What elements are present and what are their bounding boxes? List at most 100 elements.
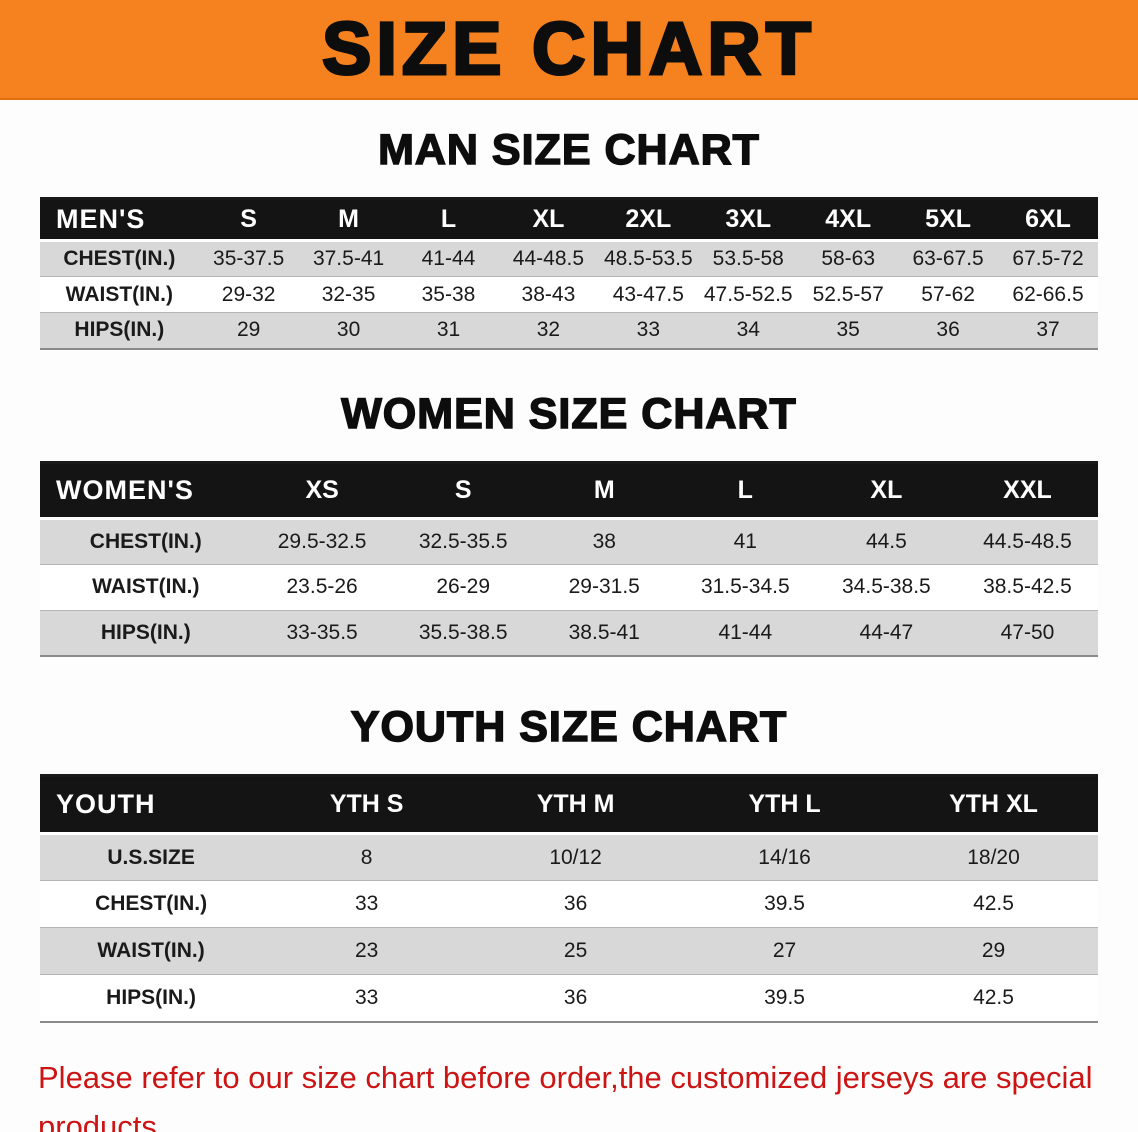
size-column-header: S [198, 198, 299, 242]
size-value: 25 [471, 927, 681, 975]
size-value: 34 [698, 312, 799, 349]
size-value: 37 [998, 312, 1098, 349]
size-column-header: 3XL [698, 198, 799, 242]
row-label: HIPS(IN.) [40, 610, 252, 657]
mens-size-table: MEN'S S M L XL 2XL 3XL 4XL 5XL 6XL CHEST(IN.) 35-37… [40, 197, 1098, 350]
size-value: 30 [298, 312, 399, 349]
womens-section: WOMEN SIZE CHART WOMEN'S XS S M L XL XXL CHEST(… [0, 389, 1138, 657]
disclaimer-text: Please refer to our size chart before or… [0, 1053, 1138, 1132]
size-value: 32.5-35.5 [392, 518, 534, 565]
size-value: 44-48.5 [498, 240, 599, 277]
size-value: 34.5-38.5 [815, 564, 957, 611]
size-column-header: L [398, 198, 499, 242]
size-value: 31 [398, 312, 499, 349]
row-label: HIPS(IN.) [40, 974, 263, 1022]
row-label: U.S.SIZE [40, 833, 263, 881]
size-value: 62-66.5 [998, 276, 1098, 313]
size-value: 58-63 [798, 240, 899, 277]
size-value: 38 [533, 518, 675, 565]
size-value: 36 [898, 312, 999, 349]
table-row: HIPS(IN.) 29 30 31 32 33 34 35 36 37 [40, 312, 1098, 349]
size-value: 23.5-26 [251, 564, 393, 611]
womens-size-table: WOMEN'S XS S M L XL XXL CHEST(IN.) 29.5-32.5 32.5… [40, 460, 1098, 657]
table-group-label: WOMEN'S [40, 462, 252, 520]
row-label: WAIST(IN.) [40, 927, 263, 975]
womens-chart-heading: WOMEN SIZE CHART [340, 389, 797, 439]
size-value: 32-35 [298, 276, 399, 313]
size-value: 41-44 [674, 610, 816, 657]
size-value: 35 [798, 312, 899, 349]
size-value: 44.5-48.5 [956, 518, 1098, 565]
size-value: 42.5 [889, 880, 1098, 928]
size-value: 67.5-72 [998, 240, 1098, 277]
size-column-header: S [392, 462, 534, 520]
table-row: U.S.SIZE 8 10/12 14/16 18/20 [40, 833, 1098, 881]
size-value: 63-67.5 [898, 240, 999, 277]
size-value: 42.5 [889, 974, 1098, 1022]
size-chart-banner: SIZE CHART [0, 0, 1138, 100]
table-row: WAIST(IN.) 29-32 32-35 35-38 38-43 43-47.5 47.… [40, 276, 1098, 313]
size-value: 52.5-57 [798, 276, 899, 313]
row-label: HIPS(IN.) [40, 312, 199, 349]
row-label: WAIST(IN.) [40, 276, 199, 313]
size-column-header: XXL [956, 462, 1098, 520]
size-column-header: M [298, 198, 399, 242]
size-value: 48.5-53.5 [598, 240, 699, 277]
row-label: CHEST(IN.) [40, 240, 199, 277]
table-group-label: MEN'S [40, 198, 199, 242]
size-value: 8 [262, 833, 472, 881]
size-value: 23 [262, 927, 472, 975]
size-value: 18/20 [889, 833, 1098, 881]
size-value: 39.5 [680, 974, 890, 1022]
size-value: 33 [262, 974, 472, 1022]
size-value: 44.5 [815, 518, 957, 565]
youth-size-table: YOUTH YTH S YTH M YTH L YTH XL U.S.SIZE 8 10/12… [40, 774, 1098, 1023]
table-header-row: MEN'S S M L XL 2XL 3XL 4XL 5XL 6XL [40, 198, 1098, 242]
size-column-header: XS [251, 462, 393, 520]
mens-chart-heading: MAN SIZE CHART [377, 125, 760, 175]
size-value: 35-37.5 [198, 240, 299, 277]
size-column-header: 6XL [998, 198, 1098, 242]
size-value: 31.5-34.5 [674, 564, 816, 611]
size-column-header: 4XL [798, 198, 899, 242]
size-value: 33 [262, 880, 472, 928]
size-column-header: 5XL [898, 198, 999, 242]
size-value: 41-44 [398, 240, 499, 277]
size-column-header: M [533, 462, 675, 520]
table-row: WAIST(IN.) 23.5-26 26-29 29-31.5 31.5-34.5 34… [40, 564, 1098, 611]
size-value: 37.5-41 [298, 240, 399, 277]
table-row: CHEST(IN.) 29.5-32.5 32.5-35.5 38 41 44.5 44.5… [40, 518, 1098, 565]
row-label: CHEST(IN.) [40, 518, 252, 565]
size-column-header: L [674, 462, 816, 520]
table-group-label: YOUTH [40, 775, 263, 835]
size-value: 41 [674, 518, 816, 565]
size-value: 57-62 [898, 276, 999, 313]
size-value: 36 [471, 974, 681, 1022]
table-header-row: WOMEN'S XS S M L XL XXL [40, 462, 1098, 520]
table-header-row: YOUTH YTH S YTH M YTH L YTH XL [40, 775, 1098, 835]
youth-chart-heading: YOUTH SIZE CHART [350, 702, 788, 752]
size-column-header: YTH L [680, 775, 890, 835]
size-value: 38-43 [498, 276, 599, 313]
row-label: WAIST(IN.) [40, 564, 252, 611]
table-row: WAIST(IN.) 23 25 27 29 [40, 927, 1098, 975]
size-value: 53.5-58 [698, 240, 799, 277]
row-label: CHEST(IN.) [40, 880, 263, 928]
size-value: 29-31.5 [533, 564, 675, 611]
size-value: 38.5-42.5 [956, 564, 1098, 611]
size-value: 26-29 [392, 564, 534, 611]
youth-section: YOUTH SIZE CHART YOUTH YTH S YTH M YTH L YTH… [0, 702, 1138, 1023]
size-column-header: XL [498, 198, 599, 242]
size-value: 43-47.5 [598, 276, 699, 313]
size-value: 10/12 [471, 833, 681, 881]
size-value: 14/16 [680, 833, 890, 881]
size-value: 44-47 [815, 610, 957, 657]
size-column-header: YTH M [471, 775, 681, 835]
size-value: 38.5-41 [533, 610, 675, 657]
size-value: 35.5-38.5 [392, 610, 534, 657]
size-value: 47-50 [956, 610, 1098, 657]
size-column-header: YTH XL [889, 775, 1098, 835]
size-value: 29 [889, 927, 1098, 975]
disclaimer-line-1: Please refer to our size chart before or… [38, 1059, 1093, 1132]
